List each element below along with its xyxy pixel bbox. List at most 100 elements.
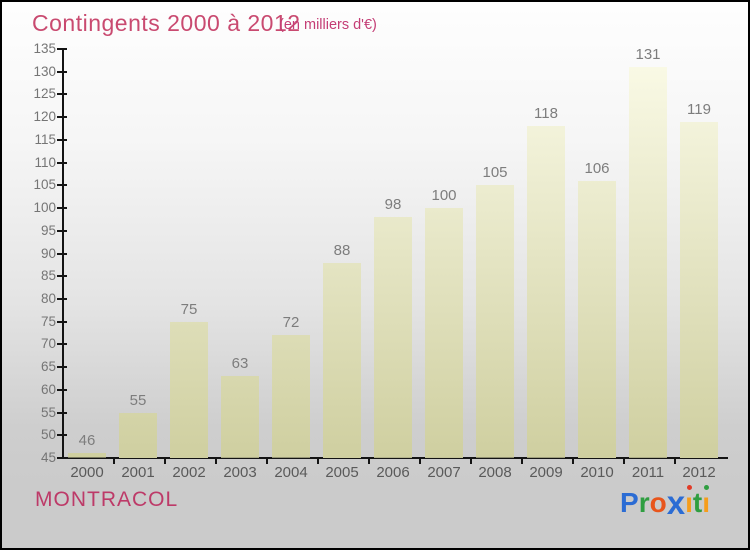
x-axis-tick (571, 459, 574, 464)
x-axis-label: 2007 (427, 464, 461, 481)
y-axis-label: 135 (33, 41, 56, 56)
bar-value-label: 55 (129, 391, 147, 409)
bar-2006 (374, 217, 412, 458)
x-axis-label: 2009 (529, 464, 563, 481)
logo-letter-r: r (638, 487, 650, 518)
y-axis-tick (57, 184, 67, 187)
x-axis-label: 2011 (631, 464, 665, 481)
x-axis-label: 2008 (478, 464, 512, 481)
bar-value-label: 106 (584, 159, 610, 177)
logo-letter-i: ı (702, 485, 710, 518)
y-axis-label: 110 (34, 154, 56, 170)
y-axis-tick (57, 275, 67, 278)
y-axis-tick (57, 366, 67, 369)
x-axis-label: 2004 (274, 464, 308, 481)
bar-2005 (323, 262, 361, 458)
x-axis-label: 2012 (682, 464, 716, 481)
bar-value-label: 75 (180, 300, 198, 318)
y-axis-label: 120 (33, 109, 56, 125)
y-axis-label: 115 (34, 131, 56, 147)
logo-letter-x: x (666, 484, 686, 521)
bar-2012 (680, 121, 718, 458)
logo-letter-t: t (692, 487, 703, 518)
x-axis-tick (520, 459, 523, 464)
y-axis-label: 75 (40, 313, 56, 329)
bar-value-label: 88 (333, 241, 351, 259)
bar-value-label: 131 (635, 46, 661, 64)
bar-2010 (578, 180, 616, 458)
logo-i-dot (703, 485, 709, 490)
y-axis-tick (57, 252, 67, 255)
bar-value-label: 118 (534, 105, 558, 123)
y-axis-tick (57, 207, 67, 210)
bar-value-label: 63 (231, 355, 249, 373)
y-axis-label: 90 (40, 245, 56, 261)
bar-2007 (425, 208, 463, 458)
y-axis-label: 65 (40, 359, 56, 375)
y-axis-label: 80 (40, 290, 56, 306)
y-axis-tick (57, 138, 67, 141)
y-axis-label: 125 (33, 86, 56, 102)
x-axis-tick (622, 459, 625, 464)
bar-2001 (119, 412, 157, 458)
x-axis-label: 2000 (70, 464, 104, 481)
y-axis-label: 130 (33, 63, 56, 79)
x-axis-label: 2001 (121, 464, 155, 481)
bar-value-label: 119 (687, 100, 711, 118)
y-axis-tick (57, 70, 67, 73)
bar-value-label: 72 (282, 314, 300, 332)
bar-2011 (629, 67, 667, 458)
y-axis-tick (57, 343, 67, 346)
y-axis-label: 60 (40, 381, 56, 397)
company-label: MONTRACOL (35, 488, 179, 511)
y-axis-tick (57, 320, 67, 323)
x-axis-tick (112, 459, 115, 464)
logo-letter-P: P (620, 487, 639, 518)
bar-value-label: 46 (78, 432, 96, 450)
bar-2002 (170, 321, 208, 458)
x-axis-label: 2003 (223, 464, 257, 481)
logo-letter-i: ı (685, 485, 693, 518)
bar-2003 (221, 376, 259, 458)
x-axis-label: 2006 (376, 464, 410, 481)
y-axis-label: 50 (40, 427, 56, 443)
bar-2000 (68, 453, 106, 458)
logo-letter-o: o (649, 487, 667, 518)
x-axis-tick (214, 459, 217, 464)
y-axis-tick (57, 229, 67, 232)
logo-i-dot (686, 485, 692, 490)
y-axis-tick (57, 434, 67, 437)
y-axis-label: 85 (40, 268, 56, 284)
y-axis-tick (57, 116, 67, 119)
x-axis-tick (673, 459, 676, 464)
y-axis-tick (57, 297, 67, 300)
bar-value-label: 105 (482, 164, 508, 182)
y-axis-label: 100 (33, 200, 56, 216)
x-axis-label: 2010 (580, 464, 614, 481)
x-axis-tick (265, 459, 268, 464)
bar-2009 (527, 126, 565, 458)
y-axis-tick (57, 411, 67, 414)
x-axis-tick (469, 459, 472, 464)
x-axis-label: 2002 (172, 464, 206, 481)
x-axis-tick (367, 459, 370, 464)
bar-value-label: 98 (384, 196, 402, 214)
bar-2004 (272, 335, 310, 458)
y-axis-tick (57, 388, 67, 391)
bar-2008 (476, 185, 514, 458)
y-axis-label: 95 (40, 222, 56, 238)
x-axis-label: 2005 (325, 464, 359, 481)
y-axis-label: 105 (33, 177, 56, 193)
y-axis-tick (57, 93, 67, 96)
y-axis-label: 70 (40, 336, 56, 352)
y-axis-label: 45 (40, 450, 56, 465)
y-axis-tick (57, 161, 67, 164)
y-axis-tick (57, 457, 67, 459)
chart-subtitle: (en milliers d'€) (279, 17, 377, 33)
x-axis-tick (163, 459, 166, 464)
chart-title: Contingents 2000 à 2012 (32, 10, 301, 36)
bar-value-label: 100 (431, 187, 457, 205)
y-axis-label: 55 (40, 404, 56, 420)
